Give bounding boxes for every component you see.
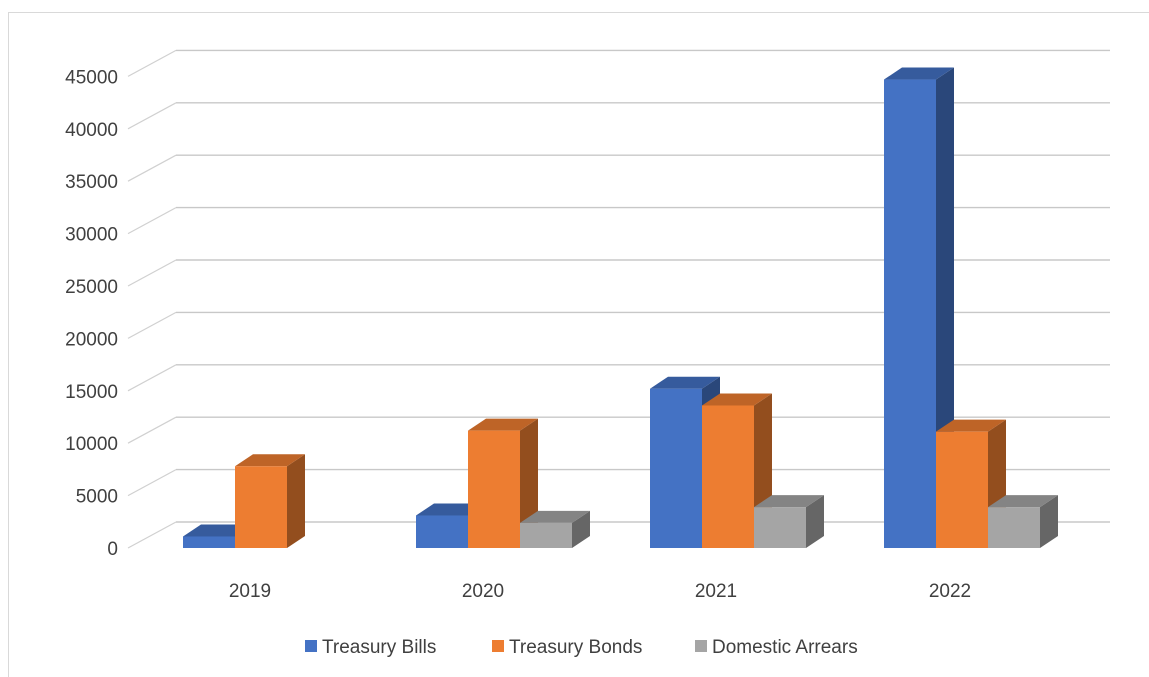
gridline-diagonal (127, 416, 177, 444)
legend-item-domestic-arrears: Domestic Arrears (695, 637, 858, 658)
bar-top (650, 376, 720, 389)
x-tick-label: 2021 (695, 581, 737, 602)
x-tick-label: 2022 (929, 581, 971, 602)
gridline-diagonal (127, 364, 177, 392)
bar-domestic-arrears-2020 (520, 510, 590, 548)
bar-front (235, 466, 287, 548)
x-tick-label: 2019 (229, 581, 271, 602)
bar-top (754, 495, 824, 508)
bar-front (650, 388, 702, 548)
bar-top (468, 418, 538, 431)
x-axis-tick-labels: 2019 2020 2021 2022 (229, 581, 971, 602)
y-tick-label: 35000 (65, 172, 118, 193)
bar-top (936, 419, 1006, 432)
bar-side (1040, 495, 1058, 548)
y-tick-label: 25000 (65, 277, 118, 298)
gridline-diagonal (127, 154, 177, 182)
legend-label: Treasury Bonds (509, 637, 642, 658)
bar-front (936, 431, 988, 548)
y-tick-label: 45000 (65, 67, 118, 88)
chart-frame (8, 12, 1149, 677)
gridline-diagonal (127, 102, 177, 130)
legend-swatch (492, 640, 504, 652)
gridline-diagonal (127, 311, 177, 339)
y-tick-label: 0 (107, 539, 118, 560)
bar-front (468, 430, 520, 548)
y-tick-label: 40000 (65, 120, 118, 141)
legend-swatch (695, 640, 707, 652)
bar-side (572, 510, 590, 548)
bar-front (416, 515, 468, 548)
bar-top (884, 67, 954, 80)
legend-item-treasury-bonds: Treasury Bonds (492, 637, 642, 658)
bar-domestic-arrears-2021 (754, 495, 824, 548)
legend-label: Treasury Bills (322, 637, 436, 658)
gridline-diagonal (127, 469, 177, 497)
bars (183, 67, 1058, 548)
bar-front (988, 507, 1040, 548)
y-tick-label: 5000 (76, 487, 118, 508)
gridline-diagonal (127, 521, 177, 549)
bar-top (520, 510, 590, 523)
bar-front (183, 536, 235, 548)
legend-item-treasury-bills: Treasury Bills (305, 637, 436, 658)
bar-top (702, 393, 772, 406)
y-axis-tick-labels: 0 5000 10000 15000 20000 25000 30000 35000 40000… (65, 67, 118, 560)
bar-top (988, 495, 1058, 508)
bar-treasury-bonds-2019 (235, 454, 305, 548)
bar-front (702, 405, 754, 548)
y-tick-label: 30000 (65, 225, 118, 246)
y-tick-label: 10000 (65, 434, 118, 455)
legend: Treasury Bills Treasury Bonds Domestic Arr… (305, 637, 858, 658)
legend-label: Domestic Arrears (712, 637, 858, 658)
bar-side (287, 454, 305, 548)
bar-side (806, 495, 824, 548)
y-tick-label: 15000 (65, 382, 118, 403)
x-tick-label: 2020 (462, 581, 504, 602)
bar-front (754, 507, 806, 548)
legend-swatch (305, 640, 317, 652)
gridline-diagonal (127, 207, 177, 235)
bar-domestic-arrears-2022 (988, 495, 1058, 548)
gridline-diagonal (127, 259, 177, 287)
bar-front (884, 79, 936, 548)
gridline-diagonal (127, 49, 177, 77)
bar-front (520, 522, 572, 548)
bar-top (235, 454, 305, 467)
y-tick-label: 20000 (65, 329, 118, 350)
